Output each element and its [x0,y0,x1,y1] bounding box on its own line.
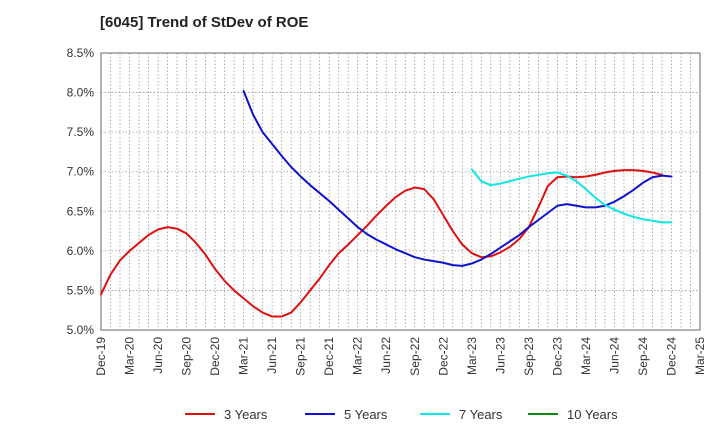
x-tick-label: Sep-22 [408,337,422,376]
chart-title: [6045] Trend of StDev of ROE [100,14,309,31]
x-tick-label: Sep-20 [180,337,194,376]
x-tick-label: Mar-25 [693,337,707,375]
x-tick-label: Dec-21 [322,337,336,376]
legend-label-10-years: 10 Years [567,407,618,422]
x-tick-label: Jun-24 [607,337,621,374]
y-tick-label: 7.0% [67,165,95,179]
plot-area [101,53,700,330]
y-tick-label: 8.0% [67,86,95,100]
y-tick-label: 5.5% [67,283,95,297]
grid-layer [100,52,701,331]
x-tick-label: Mar-24 [579,337,593,375]
x-tick-label: Mar-21 [237,337,251,375]
series-line-7-years [470,168,673,224]
plot-frame [100,52,701,331]
x-tick-label: Sep-21 [294,337,308,376]
legend-label-3-years: 3 Years [224,407,268,422]
legend-label-7-years: 7 Years [459,407,503,422]
y-tick-label: 8.5% [67,46,95,60]
x-tick-label: Jun-21 [265,337,279,374]
y-tick-label: 6.0% [67,244,95,258]
series-line-5-years [242,89,673,267]
x-tick-label: Jun-23 [493,337,507,374]
y-tick-label: 6.5% [67,204,95,218]
x-tick-label: Sep-24 [636,337,650,376]
x-tick-label: Dec-23 [550,337,564,376]
x-tick-label: Mar-23 [465,337,479,375]
legend-label-5-years: 5 Years [344,407,388,422]
x-tick-label: Dec-24 [664,337,678,376]
x-tick-label: Dec-20 [208,337,222,376]
x-tick-label: Mar-22 [351,337,365,375]
series-layer [100,89,673,318]
x-tick-label: Mar-20 [123,337,137,375]
axis-layer: 5.0% 5.5% 6.0% 6.5% 7.0% 7.5% 8.0% 8.5% Dec-19 Ma… [67,46,707,376]
x-tick-label: Dec-22 [436,337,450,376]
x-tick-label: Sep-23 [522,337,536,376]
y-tick-label: 5.0% [67,323,95,337]
x-tick-label: Dec-19 [94,337,108,376]
x-tick-label: Jun-20 [151,337,165,374]
x-tick-label: Jun-22 [379,337,393,374]
y-tick-label: 7.5% [67,125,95,139]
legend: 3 Years 5 Years 7 Years 10 Years [185,407,618,422]
